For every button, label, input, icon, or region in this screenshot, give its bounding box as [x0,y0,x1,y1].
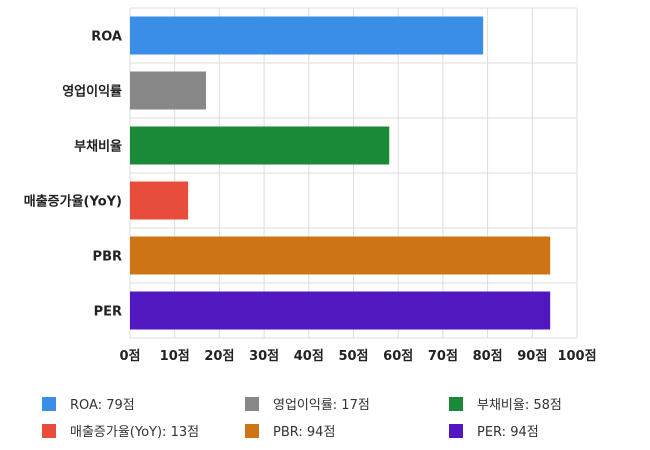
bar-1 [130,71,206,110]
legend-swatch-5 [449,423,463,438]
x-tick-label-8: 80점 [473,349,503,364]
bars [130,16,551,330]
category-label-3: 매출증가율(YoY) [24,194,122,210]
bar-4 [130,236,551,275]
legend-label-0: ROA: 79점 [70,398,135,413]
legend-item-3: 매출증가율(YoY): 13점 [42,421,199,440]
legend-label-2: 부채비율: 58점 [477,398,562,413]
category-label-0: ROA [91,30,122,45]
legend-swatch-4 [245,423,259,438]
legend-label-1: 영업이익률: 17점 [273,398,370,413]
legend-swatch-2 [449,396,463,411]
legend-item-5: PER: 94점 [449,421,539,440]
legend-item-4: PBR: 94점 [245,421,335,440]
bar-2 [130,126,390,165]
x-tick-label-4: 40점 [294,349,324,364]
grid-lines [129,7,578,339]
legend-item-2: 부채비율: 58점 [449,394,562,413]
x-tick-label-7: 70점 [428,349,458,364]
legend-label-5: PER: 94점 [477,425,539,440]
category-label-1: 영업이익률 [62,84,122,100]
legend-label-4: PBR: 94점 [273,425,336,440]
x-tick-label-2: 20점 [204,349,234,364]
x-tick-label-6: 60점 [383,349,413,364]
x-tick-label-10: 100점 [557,349,596,364]
legend-item-0: ROA: 79점 [42,394,135,413]
x-tick-label-9: 90점 [517,349,547,364]
x-tick-label-3: 30점 [249,349,279,364]
legend-label-3: 매출증가율(YoY): 13점 [70,425,200,440]
legend-swatch-0 [42,396,56,411]
legend-item-1: 영업이익률: 17점 [245,394,370,413]
x-tick-label-1: 10점 [160,349,190,364]
bar-3 [130,181,189,220]
x-tick-labels: 0점 10점 20점 30점 40점 50점 60점 70점 80점 90점 100점 [119,349,596,364]
category-label-4: PBR [93,250,122,265]
legend-swatch-1 [245,396,259,411]
x-tick-label-0: 0점 [119,349,140,364]
legend-swatch-3 [42,423,56,438]
category-label-2: 부채비율 [74,139,122,155]
bar-5 [130,291,551,330]
bar-0 [130,16,484,55]
x-tick-label-5: 50점 [338,349,368,364]
category-label-5: PER [94,305,122,320]
